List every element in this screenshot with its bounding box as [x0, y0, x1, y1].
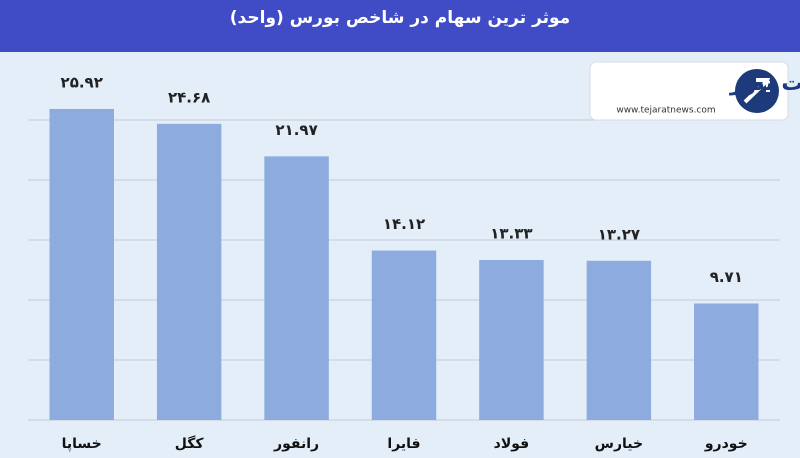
bar: [49, 108, 114, 421]
value-label: ۲۴.۶۸: [168, 88, 210, 106]
x-tick-label: فایرا: [387, 436, 420, 452]
bar: [264, 156, 329, 421]
value-label: ۲۱.۹۷: [275, 121, 317, 139]
logo-url: www.tejaratnews.com: [616, 106, 715, 116]
x-tick-label: خودرو: [704, 436, 748, 452]
x-tick-label: خیارس: [595, 436, 643, 452]
x-tick-label: رانفور: [273, 436, 319, 452]
logo-arrow: [743, 78, 770, 104]
chart-title: موثر ترین سهام در شاخص بورس (واحد): [230, 8, 570, 28]
bar: [371, 250, 437, 420]
value-label: ۱۳.۳۳: [490, 225, 532, 243]
x-tick-label: کگل: [175, 435, 205, 452]
value-label: ۱۴.۱۲: [383, 215, 425, 233]
x-tick-label: فولاد: [494, 436, 530, 452]
bar: [156, 123, 222, 420]
header-band: [0, 0, 800, 52]
bar: [479, 260, 544, 420]
value-label: ۲۵.۹۲: [61, 73, 103, 91]
x-tick-label: خساپا: [62, 436, 102, 452]
logo-name: تجارت نیوز: [729, 71, 800, 96]
value-label: ۹.۷۱: [710, 268, 743, 286]
logo: تجارت نیوز www.tejaratnews.com: [589, 61, 800, 121]
value-label: ۱۳.۲۷: [598, 225, 640, 243]
bar: [586, 260, 652, 420]
bar: [694, 303, 759, 420]
logo-box: [589, 61, 789, 121]
